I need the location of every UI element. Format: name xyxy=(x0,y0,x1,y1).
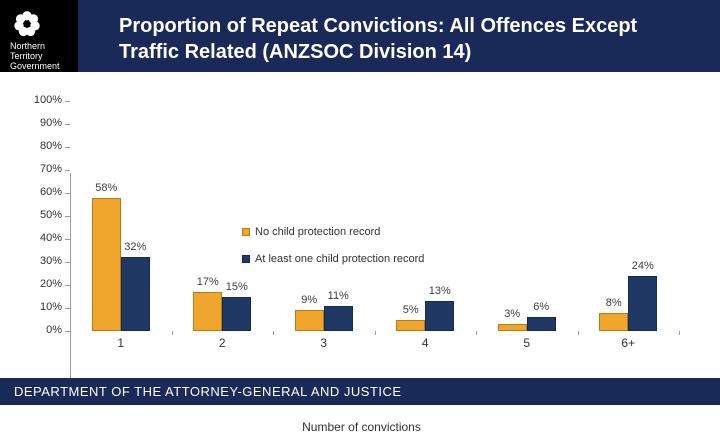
bar-with-record xyxy=(222,296,252,331)
x-axis-title: Number of convictions xyxy=(302,420,421,434)
x-axis-tick xyxy=(476,331,477,335)
y-axis-tick xyxy=(65,147,70,148)
nt-government-logo: Northern Territory Government xyxy=(0,0,78,72)
legend-label: At least one child protection record xyxy=(255,252,425,265)
y-axis-tick xyxy=(65,124,70,125)
bar-no-record xyxy=(396,319,426,331)
bar-with-record xyxy=(425,301,455,331)
bar-data-label: 58% xyxy=(95,181,118,194)
logo-line: Northern xyxy=(10,41,46,51)
slide-title-line2: Traffic Related (ANZSOC Division 14) xyxy=(119,41,472,63)
bar-data-label: 8% xyxy=(605,296,622,309)
slide-title-line1: Proportion of Repeat Convictions: All Of… xyxy=(119,15,638,37)
logo-text: Northern Territory Government xyxy=(10,41,60,71)
x-axis-tick xyxy=(70,331,71,335)
bar-no-record xyxy=(599,312,629,331)
y-axis-tick-label: 60% xyxy=(39,186,62,198)
y-axis-tick xyxy=(65,101,70,102)
bar-data-label: 5% xyxy=(402,303,419,316)
y-axis-tick-label: 100% xyxy=(33,94,62,106)
y-axis-tick xyxy=(65,331,70,332)
x-axis-category-label: 1 xyxy=(117,336,125,350)
y-axis-tick xyxy=(65,285,70,286)
y-axis-tick xyxy=(65,216,70,217)
bar-data-label: 3% xyxy=(504,308,521,321)
slide-header: Northern Territory Government Proportion… xyxy=(0,0,720,72)
y-axis-tick xyxy=(65,170,70,171)
y-axis-tick xyxy=(65,308,70,309)
x-axis-category-label: 5 xyxy=(523,336,531,350)
logo-line: Territory xyxy=(10,51,43,61)
bar-data-label: 9% xyxy=(301,294,318,307)
bar-data-label: 17% xyxy=(196,275,219,288)
bar-with-record xyxy=(120,257,150,331)
x-axis-tick xyxy=(679,331,680,335)
bar-data-label: 24% xyxy=(631,259,654,272)
x-axis-category-label: 3 xyxy=(320,336,328,350)
y-axis-tick-label: 20% xyxy=(39,278,62,290)
y-axis-tick-label: 50% xyxy=(39,209,62,221)
bar-with-record xyxy=(323,305,353,331)
bar-no-record xyxy=(193,291,223,331)
x-axis-tick xyxy=(273,331,274,335)
bar-data-label: 6% xyxy=(533,301,550,314)
legend-swatch-icon xyxy=(242,254,250,263)
slide-footer: DEPARTMENT OF THE ATTORNEY-GENERAL AND J… xyxy=(0,378,720,405)
bar-data-label: 13% xyxy=(428,285,451,298)
plot-area xyxy=(70,173,679,403)
y-axis-tick xyxy=(65,239,70,240)
chart-legend: No child protection record At least one c… xyxy=(242,225,424,279)
y-axis-tick xyxy=(65,193,70,194)
logo-line: Government xyxy=(10,61,60,71)
bar-data-label: 15% xyxy=(225,280,248,293)
legend-label: No child protection record xyxy=(255,225,381,238)
bar-with-record xyxy=(628,275,658,331)
x-axis-tick xyxy=(374,331,376,335)
bar-no-record xyxy=(294,310,324,331)
x-axis-category-label: 2 xyxy=(218,336,226,350)
x-axis-tick xyxy=(577,331,579,335)
bar-chart: Number of convictions No child protectio… xyxy=(0,72,720,434)
bar-no-record xyxy=(497,324,527,331)
bar-no-record xyxy=(91,197,121,331)
x-axis-category-label: 6+ xyxy=(621,336,636,350)
y-axis-tick xyxy=(65,262,70,263)
legend-item: At least one child protection record xyxy=(242,252,424,265)
y-axis-tick-label: 90% xyxy=(39,117,62,129)
bar-data-label: 11% xyxy=(327,289,349,302)
slide-title: Proportion of Repeat Convictions: All Of… xyxy=(119,13,709,65)
legend-item: No child protection record xyxy=(242,225,424,238)
x-axis-category-label: 4 xyxy=(421,336,429,350)
nt-flower-icon xyxy=(14,11,40,37)
y-axis-tick-label: 0% xyxy=(46,324,62,336)
footer-text: DEPARTMENT OF THE ATTORNEY-GENERAL AND J… xyxy=(14,384,402,399)
y-axis-tick-label: 80% xyxy=(39,140,62,152)
bar-data-label: 32% xyxy=(124,241,147,254)
y-axis-tick-label: 30% xyxy=(39,255,62,267)
x-axis-tick xyxy=(171,331,173,335)
y-axis-tick-label: 10% xyxy=(39,301,62,313)
legend-swatch-icon xyxy=(242,227,250,236)
bar-with-record xyxy=(526,317,556,331)
y-axis-tick-label: 40% xyxy=(39,232,62,244)
y-axis-tick-label: 70% xyxy=(39,163,62,175)
